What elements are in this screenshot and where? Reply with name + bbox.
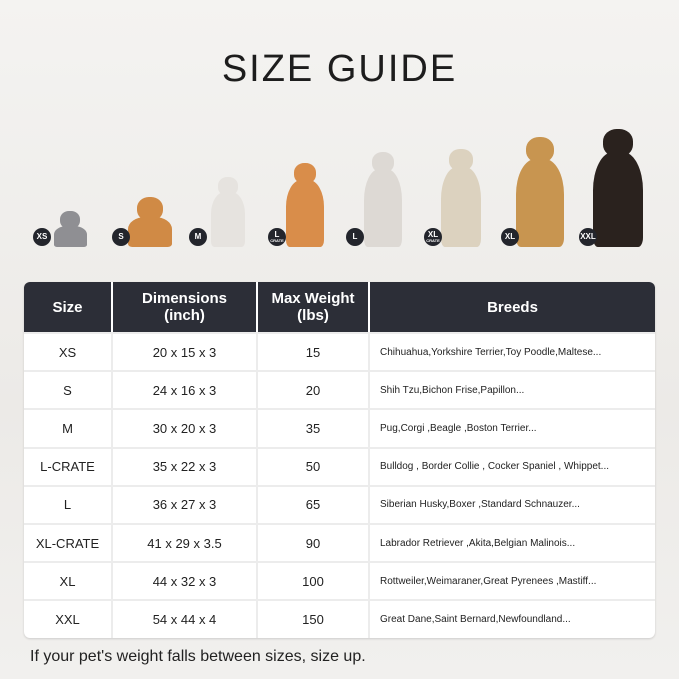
table-row: L-CRATE 35 x 22 x 3 50 Bulldog , Border Col…	[24, 446, 655, 485]
table-cell: M	[24, 408, 113, 447]
table-cell: Siberian Husky,Boxer ,Standard Schnauzer…	[370, 484, 655, 523]
table-cell: 20 x 15 x 3	[113, 332, 258, 371]
table-cell: 15	[258, 332, 370, 371]
table-cell: XS	[24, 332, 113, 371]
pet-photo	[53, 211, 87, 247]
table-cell: Shih Tzu,Bichon Frise,Papillon...	[370, 370, 655, 408]
badge-label: L	[274, 230, 280, 239]
table-cell: S	[24, 370, 113, 409]
table-row: L 36 x 27 x 3 65 Siberian Husky,Boxer ,Stan…	[24, 484, 655, 523]
table-cell: Great Dane,Saint Bernard,Newfoundland...	[370, 599, 655, 637]
table-row: XL-CRATE 41 x 29 x 3.5 90 Labrador Retrieve…	[24, 522, 655, 562]
table-cell: 20	[258, 370, 370, 409]
table-row: XXL 54 x 44 x 4 150 Great Dane,Saint Bernar…	[24, 599, 655, 638]
pet-photo	[211, 177, 245, 247]
table-cell: Rottweiler,Weimaraner,Great Pyrenees ,Ma…	[370, 561, 655, 599]
table-cell: 30 x 20 x 3	[113, 408, 258, 447]
size-badge: XS	[33, 228, 51, 246]
badge-sublabel: CRATE	[426, 238, 440, 243]
table-cell: 150	[258, 599, 370, 638]
badge-label: M	[194, 232, 202, 241]
table-cell: 65	[258, 484, 370, 523]
pet-photo	[128, 197, 172, 247]
table-cell: 24 x 16 x 3	[113, 370, 258, 409]
column-header: Breeds	[370, 282, 655, 332]
badge-sublabel: CRATE	[270, 238, 284, 243]
badge-label: XS	[36, 232, 48, 241]
pet-photo	[516, 137, 564, 247]
column-header: Size	[24, 282, 113, 332]
table-cell: 41 x 29 x 3.5	[113, 522, 258, 562]
table-row: S 24 x 16 x 3 20 Shih Tzu,Bichon Frise,Papi…	[24, 370, 655, 409]
table-cell: 44 x 32 x 3	[113, 561, 258, 600]
column-header: Max Weight (lbs)	[258, 282, 370, 332]
badge-label: S	[118, 232, 124, 241]
size-badge: XL CRATE	[424, 228, 442, 246]
badge-label: XXL	[580, 232, 596, 241]
table-header: Size Dimensions (inch) Max Weight (lbs) Breed…	[24, 282, 655, 332]
table-cell: 50	[258, 446, 370, 485]
table-cell: 35 x 22 x 3	[113, 446, 258, 485]
column-header: Dimensions (inch)	[113, 282, 258, 332]
table-cell: L-CRATE	[24, 446, 113, 485]
table-cell: Chihuahua,Yorkshire Terrier,Toy Poodle,M…	[370, 332, 655, 370]
table-cell: XXL	[24, 599, 113, 638]
table-cell: 54 x 44 x 4	[113, 599, 258, 638]
page-title: SIZE GUIDE	[221, 48, 458, 90]
size-badge: S	[112, 228, 130, 246]
size-badge: XL	[501, 228, 519, 246]
table-row: XS 20 x 15 x 3 15 Chihuahua,Yorkshire Terri…	[24, 332, 655, 371]
table-row: M 30 x 20 x 3 35 Pug,Corgi ,Beagle ,Boston …	[24, 408, 655, 447]
table-cell: 36 x 27 x 3	[113, 484, 258, 523]
badge-label: L	[352, 232, 358, 241]
badge-label: XL	[504, 232, 516, 241]
table-cell: Pug,Corgi ,Beagle ,Boston Terrier...	[370, 408, 655, 446]
size-table: Size Dimensions (inch) Max Weight (lbs) Breed…	[24, 282, 655, 638]
table-cell: 35	[258, 408, 370, 447]
footer-note: If your pet's weight falls between sizes…	[30, 648, 366, 665]
size-badge: M	[189, 228, 207, 246]
table-row: XL 44 x 32 x 3 100 Rottweiler,Weimaraner,Gr…	[24, 561, 655, 600]
pet-photo	[286, 163, 324, 247]
table-cell: XL-CRATE	[24, 522, 113, 562]
badge-label: XL	[427, 230, 439, 239]
pet-photo	[593, 129, 643, 247]
size-badge: L CRATE	[268, 228, 286, 246]
table-cell: 90	[258, 522, 370, 562]
table-cell: Labrador Retriever ,Akita,Belgian Malino…	[370, 522, 655, 561]
pet-photo	[441, 149, 481, 247]
table-cell: L	[24, 484, 113, 523]
size-badge: XXL	[579, 228, 597, 246]
table-cell: XL	[24, 561, 113, 600]
size-badge: L	[346, 228, 364, 246]
pet-photo	[364, 152, 402, 247]
table-cell: 100	[258, 561, 370, 600]
table-cell: Bulldog , Border Collie , Cocker Spaniel…	[370, 446, 655, 485]
